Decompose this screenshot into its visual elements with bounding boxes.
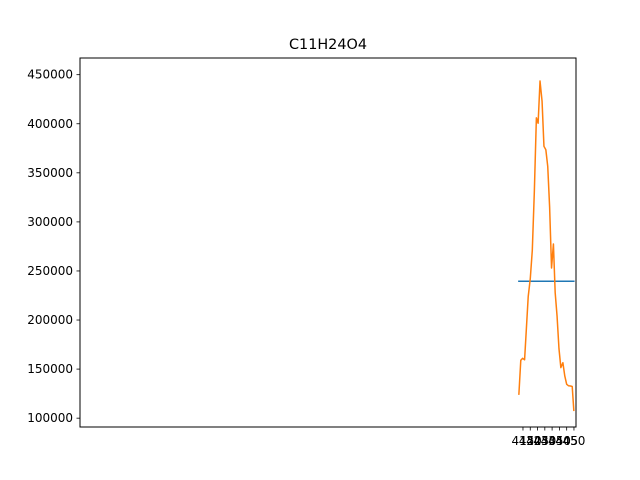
y-tick-label: 300000 <box>27 215 73 229</box>
y-tick-label: 400000 <box>27 117 73 131</box>
y-tick-label: 350000 <box>27 166 73 180</box>
x-tick-label: 445 <box>555 434 578 448</box>
x-tick-label: 435 <box>541 434 564 448</box>
x-tick-label: 425 <box>526 434 549 448</box>
x-tick-label: 420 <box>519 434 542 448</box>
y-tick-label: 150000 <box>27 362 73 376</box>
y-tick-label: 200000 <box>27 313 73 327</box>
series-layer <box>518 80 575 412</box>
plot-area-frame <box>79 57 577 428</box>
y-tick-label: 250000 <box>27 264 73 278</box>
y-axis-ticks: 100000 150000 200000 250000 300000 350000 4000… <box>27 68 80 425</box>
y-tick-label: 100000 <box>27 411 73 425</box>
series-line-2 <box>518 80 575 412</box>
x-tick-label: 440 <box>548 434 571 448</box>
y-tick-label: 450000 <box>27 68 73 82</box>
x-tick-label: 430 <box>533 434 556 448</box>
x-tick-label: 450 <box>563 434 586 448</box>
chart-title: C11H24O4 <box>289 37 367 53</box>
x-tick-label: 415 <box>512 434 535 448</box>
